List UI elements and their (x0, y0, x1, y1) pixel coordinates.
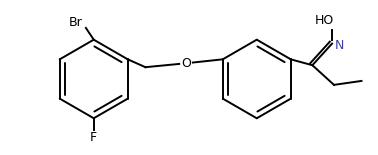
Text: F: F (90, 131, 97, 144)
Text: Br: Br (69, 16, 83, 29)
Text: N: N (335, 39, 345, 52)
Text: HO: HO (314, 13, 334, 27)
Text: O: O (181, 57, 191, 70)
